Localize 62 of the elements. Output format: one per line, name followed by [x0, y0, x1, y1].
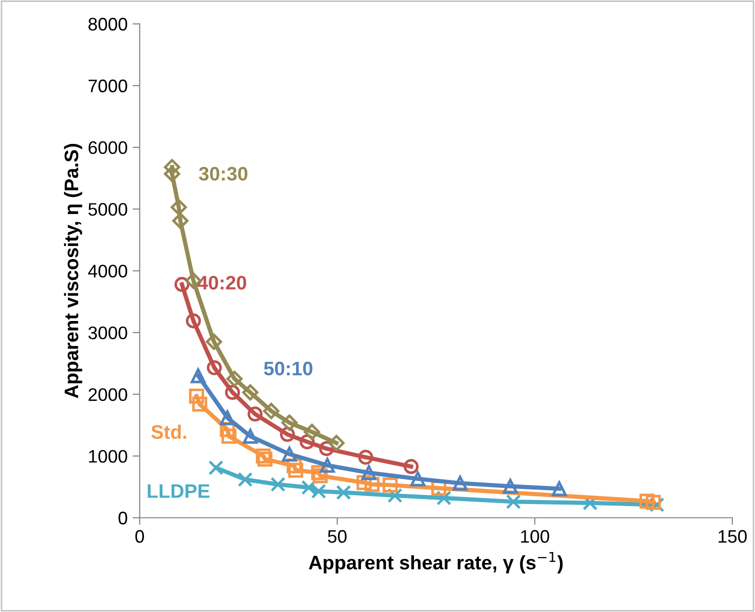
point	[257, 452, 272, 467]
y-tick-label: 6000	[88, 141, 128, 154]
point	[382, 478, 398, 493]
point	[336, 484, 352, 500]
text: 50:10	[264, 362, 312, 376]
x-tick-label: 150	[718, 530, 747, 543]
point	[320, 458, 335, 473]
y-tick-label: 0	[118, 512, 128, 524]
series-label: LLDPE	[148, 484, 210, 498]
x-tick-label: 50	[328, 530, 347, 543]
point	[242, 428, 258, 444]
point	[225, 384, 240, 400]
point	[226, 370, 243, 387]
point	[502, 478, 518, 494]
point	[164, 166, 180, 182]
point	[640, 494, 655, 509]
point	[242, 384, 258, 401]
point	[189, 388, 204, 404]
y-tick-label: 2000	[88, 388, 128, 401]
point	[170, 199, 187, 216]
point	[186, 313, 201, 328]
point	[190, 368, 206, 384]
series-label: Std.	[151, 424, 186, 439]
point	[206, 334, 222, 350]
y-tick-label: 3000	[88, 326, 128, 340]
point	[288, 462, 304, 478]
point	[410, 471, 426, 486]
point	[263, 402, 280, 420]
point	[646, 494, 661, 510]
point	[238, 472, 253, 487]
point	[311, 484, 326, 499]
point	[358, 450, 374, 465]
point	[208, 460, 224, 476]
y-tick-label: 8000	[88, 18, 128, 31]
y-tick-label: 5000	[88, 203, 128, 216]
point	[361, 465, 376, 480]
x-tick-label: 0	[135, 530, 144, 543]
point	[256, 448, 271, 464]
point	[248, 406, 263, 422]
point	[206, 360, 222, 376]
series-label: 30:30	[198, 166, 248, 181]
y-tick-label: 4000	[88, 264, 128, 278]
series-label: 40:20	[198, 276, 246, 290]
point	[270, 476, 286, 492]
x-axis-title: Apparent shear rate, γ (s$^{−1}$)	[308, 552, 563, 574]
point	[192, 396, 208, 412]
point	[304, 424, 320, 440]
point	[452, 476, 468, 491]
point	[282, 446, 297, 462]
point	[164, 158, 180, 176]
y-tick-label: 1000	[89, 450, 128, 463]
point	[221, 428, 236, 444]
x-tick-label: 100	[521, 530, 550, 543]
y-axis-title: Apparent viscosity, η (Pa.S)	[64, 144, 82, 398]
point	[328, 434, 345, 452]
y-tick-label: 7000	[88, 80, 128, 92]
point	[404, 459, 419, 474]
point	[552, 481, 567, 496]
point	[281, 414, 298, 431]
point	[220, 410, 235, 426]
point	[172, 212, 188, 229]
point	[506, 494, 521, 510]
